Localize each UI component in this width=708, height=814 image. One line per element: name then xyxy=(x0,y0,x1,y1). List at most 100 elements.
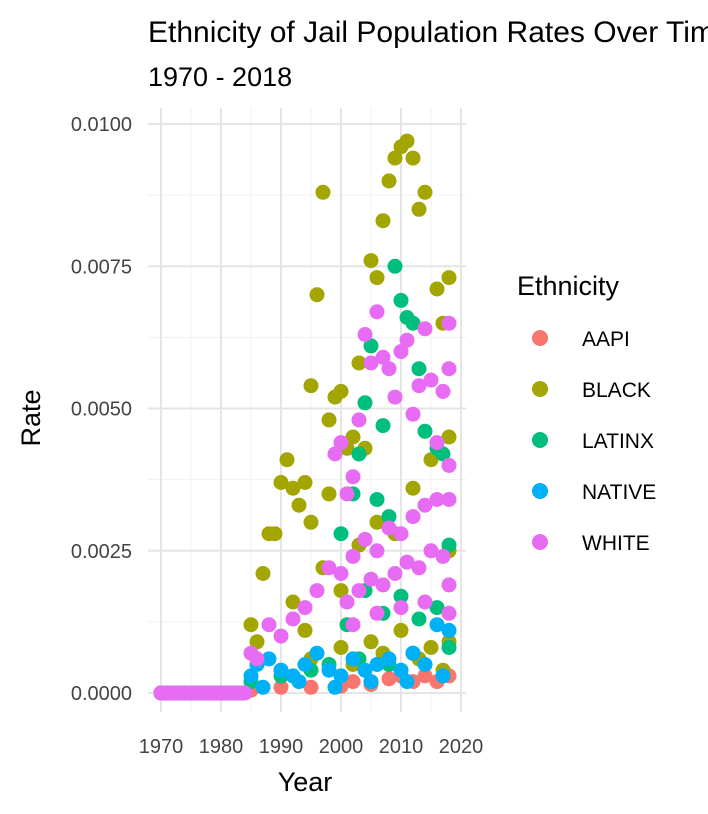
data-point xyxy=(321,412,337,428)
data-point xyxy=(339,594,355,610)
data-point xyxy=(417,184,433,200)
data-point xyxy=(429,600,445,616)
data-point xyxy=(417,423,433,439)
legend-key-black xyxy=(532,381,548,397)
data-point xyxy=(369,514,385,530)
data-point xyxy=(381,361,397,377)
data-point xyxy=(297,657,313,672)
y-tick-label: 0.0100 xyxy=(71,114,132,136)
data-point xyxy=(333,583,349,599)
data-point xyxy=(309,583,325,599)
x-tick-label: 1990 xyxy=(259,736,304,758)
data-point xyxy=(333,526,349,542)
data-point xyxy=(393,662,409,678)
y-tick-label: 0.0075 xyxy=(71,256,132,278)
data-point xyxy=(405,645,421,661)
data-point xyxy=(429,435,445,451)
data-point xyxy=(363,355,379,371)
data-point xyxy=(369,304,385,320)
data-point xyxy=(429,281,445,297)
data-point xyxy=(303,514,319,530)
data-point xyxy=(405,315,421,331)
data-point xyxy=(351,446,367,462)
data-point xyxy=(363,338,379,354)
data-point xyxy=(393,622,409,638)
data-point xyxy=(381,671,397,687)
data-point xyxy=(369,657,385,672)
series-white xyxy=(153,304,457,701)
data-point xyxy=(393,600,409,616)
data-point xyxy=(297,622,313,638)
data-point xyxy=(381,651,397,667)
data-point xyxy=(423,543,439,559)
data-point xyxy=(321,662,337,678)
x-axis-title: Year xyxy=(278,767,333,797)
x-tick-label: 1980 xyxy=(199,736,244,758)
data-point xyxy=(411,611,427,627)
legend-key-latinx xyxy=(532,432,548,448)
data-point xyxy=(411,361,427,377)
legend-key-white xyxy=(532,534,548,550)
data-point xyxy=(417,497,433,513)
data-point xyxy=(435,383,451,399)
x-tick-label: 2020 xyxy=(439,736,484,758)
data-point xyxy=(441,577,457,593)
data-point xyxy=(291,674,307,690)
data-point xyxy=(369,605,385,621)
data-point xyxy=(393,344,409,360)
data-point xyxy=(441,640,457,655)
data-point xyxy=(363,253,379,269)
data-point xyxy=(273,628,289,644)
data-point xyxy=(345,674,361,690)
data-point xyxy=(405,150,421,166)
data-point xyxy=(351,583,367,599)
data-point xyxy=(369,543,385,559)
data-point xyxy=(369,492,385,507)
data-point xyxy=(255,679,271,695)
data-point xyxy=(375,349,391,365)
data-point xyxy=(273,679,289,695)
data-point xyxy=(441,457,457,473)
data-point xyxy=(441,537,457,553)
data-point xyxy=(309,645,325,661)
data-point xyxy=(333,435,349,451)
data-point xyxy=(423,452,439,468)
data-point xyxy=(363,634,379,650)
data-point xyxy=(381,509,397,525)
data-point xyxy=(345,617,361,633)
data-point xyxy=(261,651,277,667)
x-tick-label: 2010 xyxy=(379,736,424,758)
data-points xyxy=(153,133,457,701)
data-point xyxy=(339,486,355,502)
y-axis-ticks: 0.0000 0.0025 0.0050 0.0075 0.0100 xyxy=(71,114,132,705)
data-point xyxy=(267,526,283,542)
data-point xyxy=(375,213,391,229)
data-point xyxy=(243,668,259,684)
data-point xyxy=(429,617,445,633)
data-point xyxy=(273,475,289,490)
data-point xyxy=(441,492,457,507)
data-point xyxy=(387,150,403,166)
data-point xyxy=(285,594,301,610)
data-point xyxy=(441,270,457,286)
data-point xyxy=(297,475,313,490)
data-point xyxy=(405,480,421,496)
data-point xyxy=(345,469,361,485)
data-point xyxy=(333,566,349,581)
y-tick-label: 0.0025 xyxy=(71,541,132,563)
data-point xyxy=(411,378,427,394)
data-point xyxy=(429,492,445,507)
data-point xyxy=(279,452,295,468)
y-tick-label: 0.0000 xyxy=(71,683,132,705)
data-point xyxy=(261,617,277,633)
data-point xyxy=(345,651,361,667)
data-point xyxy=(291,497,307,513)
data-point xyxy=(441,315,457,331)
data-point xyxy=(423,372,439,388)
data-point xyxy=(327,446,343,462)
data-point xyxy=(393,292,409,308)
data-point xyxy=(303,679,319,695)
data-point xyxy=(405,509,421,525)
data-point xyxy=(375,418,391,434)
